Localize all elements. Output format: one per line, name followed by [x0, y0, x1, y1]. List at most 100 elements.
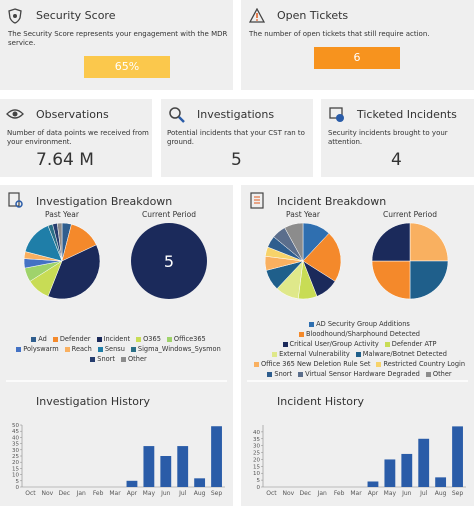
y-tick-label: 50 [12, 423, 19, 429]
pie-slice [302, 232, 342, 282]
legend-label: External Vulnerability [279, 350, 350, 358]
card-description: The number of open tickets that still re… [249, 30, 430, 38]
card-value: 5 [231, 150, 242, 170]
legend-item: External Vulnerability [272, 350, 350, 359]
legend-item: Virtual Sensor Hardware Degraded [298, 370, 420, 379]
x-tick-label: Jan [76, 490, 86, 497]
y-tick-label: 25 [253, 451, 260, 457]
bar [143, 446, 155, 487]
legend-label: AD Security Group Additions [316, 320, 410, 328]
legend-label: O365 [143, 335, 161, 343]
legend-swatch [130, 346, 136, 352]
legend-item: Malware/Botnet Detected [355, 350, 447, 359]
investigation-panel: Investigation Breakdown Past Year Current… [0, 185, 233, 506]
score-value: 65% [84, 56, 170, 78]
y-tick-label: 10 [12, 473, 19, 479]
legend-swatch [90, 356, 96, 362]
x-tick-label: Jun [160, 490, 171, 497]
x-tick-label: Apr [127, 490, 138, 497]
legend-swatch [309, 321, 315, 327]
bar [211, 426, 222, 487]
bar [452, 426, 463, 487]
legend: AD Security Group Additions Bloodhound/Sh… [253, 320, 466, 379]
legend-item: Polyswarm [16, 345, 59, 354]
card-title: Investigations [197, 108, 275, 121]
legend-label: Other [432, 370, 452, 378]
x-tick-label: Jun [401, 490, 412, 497]
ticket-icon [329, 107, 344, 122]
pie-center-label: 5 [164, 252, 174, 271]
bar [126, 480, 138, 487]
bar [177, 446, 189, 487]
security-score-card: Security Score The Security Score repres… [0, 0, 233, 90]
y-tick-label: 30 [12, 448, 19, 454]
panel-title: Incident Breakdown [277, 195, 387, 208]
legend-label: Office 365 New Deletion Rule Set [260, 360, 371, 368]
shield-icon [8, 8, 22, 24]
legend-swatch [267, 371, 273, 377]
report-icon [8, 192, 23, 208]
legend-item: Office 365 New Deletion Rule Set [253, 360, 371, 369]
legend-item: Incident [96, 335, 130, 344]
y-tick-label: 25 [12, 454, 19, 460]
pie-slice [47, 244, 101, 300]
x-tick-label: Oct [25, 490, 36, 497]
legend-swatch [31, 336, 37, 342]
pie-slice [409, 260, 449, 300]
legend: Ad Defender Incident O365 Office365 Polyswarm… [12, 335, 225, 364]
pie-title: Past Year [286, 210, 321, 219]
legend-swatch [16, 346, 22, 352]
bar [367, 481, 379, 487]
pie-title: Past Year [45, 210, 80, 219]
y-tick-label: 15 [12, 466, 19, 472]
x-tick-label: Oct [266, 490, 277, 497]
card-title: Open Tickets [277, 9, 349, 22]
y-tick-label: 5 [257, 478, 261, 484]
bar [160, 456, 172, 487]
investigations-card: Investigations Potential incidents that … [161, 99, 313, 177]
bar [194, 478, 206, 487]
legend-swatch [355, 351, 361, 357]
y-tick-label: 45 [12, 429, 19, 435]
list-icon [250, 192, 264, 209]
y-tick-label: 20 [12, 460, 19, 466]
x-tick-label: Dec [299, 490, 311, 497]
legend-item: O365 [136, 335, 161, 344]
card-title: Security Score [36, 9, 116, 22]
legend-label: Bloodhound/Sharphound Detected [306, 330, 420, 338]
legend-swatch [253, 361, 259, 367]
tickets-value: 6 [314, 47, 400, 69]
legend-label: Critical User/Group Activity [289, 340, 379, 348]
y-tick-label: 15 [253, 464, 260, 470]
legend-swatch [384, 341, 390, 347]
legend-label: Defender ATP [391, 340, 437, 348]
card-description: The Security Score represents your engag… [8, 30, 228, 47]
eye-icon [6, 109, 24, 119]
x-tick-label: Jul [419, 490, 428, 497]
x-tick-label: Nov [42, 490, 54, 497]
legend-item: Restricted Country Login [376, 360, 465, 369]
legend-label: Ad [38, 335, 47, 343]
legend-swatch [298, 371, 304, 377]
y-tick-label: 30 [253, 444, 260, 450]
card-title: Observations [36, 108, 109, 121]
legend-label: Other [127, 355, 147, 363]
x-tick-label: Sep [211, 490, 223, 497]
x-tick-label: Aug [194, 490, 206, 497]
legend-label: Office365 [173, 335, 206, 343]
legend-swatch [96, 336, 102, 342]
y-tick-label: 5 [16, 479, 20, 485]
legend-label: Snort [97, 355, 115, 363]
chart-title: Incident History [277, 395, 364, 408]
y-tick-label: 40 [12, 435, 19, 441]
x-tick-label: Nov [283, 490, 295, 497]
warning-icon [249, 8, 265, 23]
panel-title: Investigation Breakdown [36, 195, 173, 208]
legend-label: Polyswarm [23, 345, 59, 353]
bar [384, 459, 396, 487]
legend-item: Other [120, 355, 147, 364]
legend-item: Critical User/Group Activity [282, 340, 379, 349]
x-tick-label: Dec [58, 490, 70, 497]
legend-swatch [282, 341, 288, 347]
